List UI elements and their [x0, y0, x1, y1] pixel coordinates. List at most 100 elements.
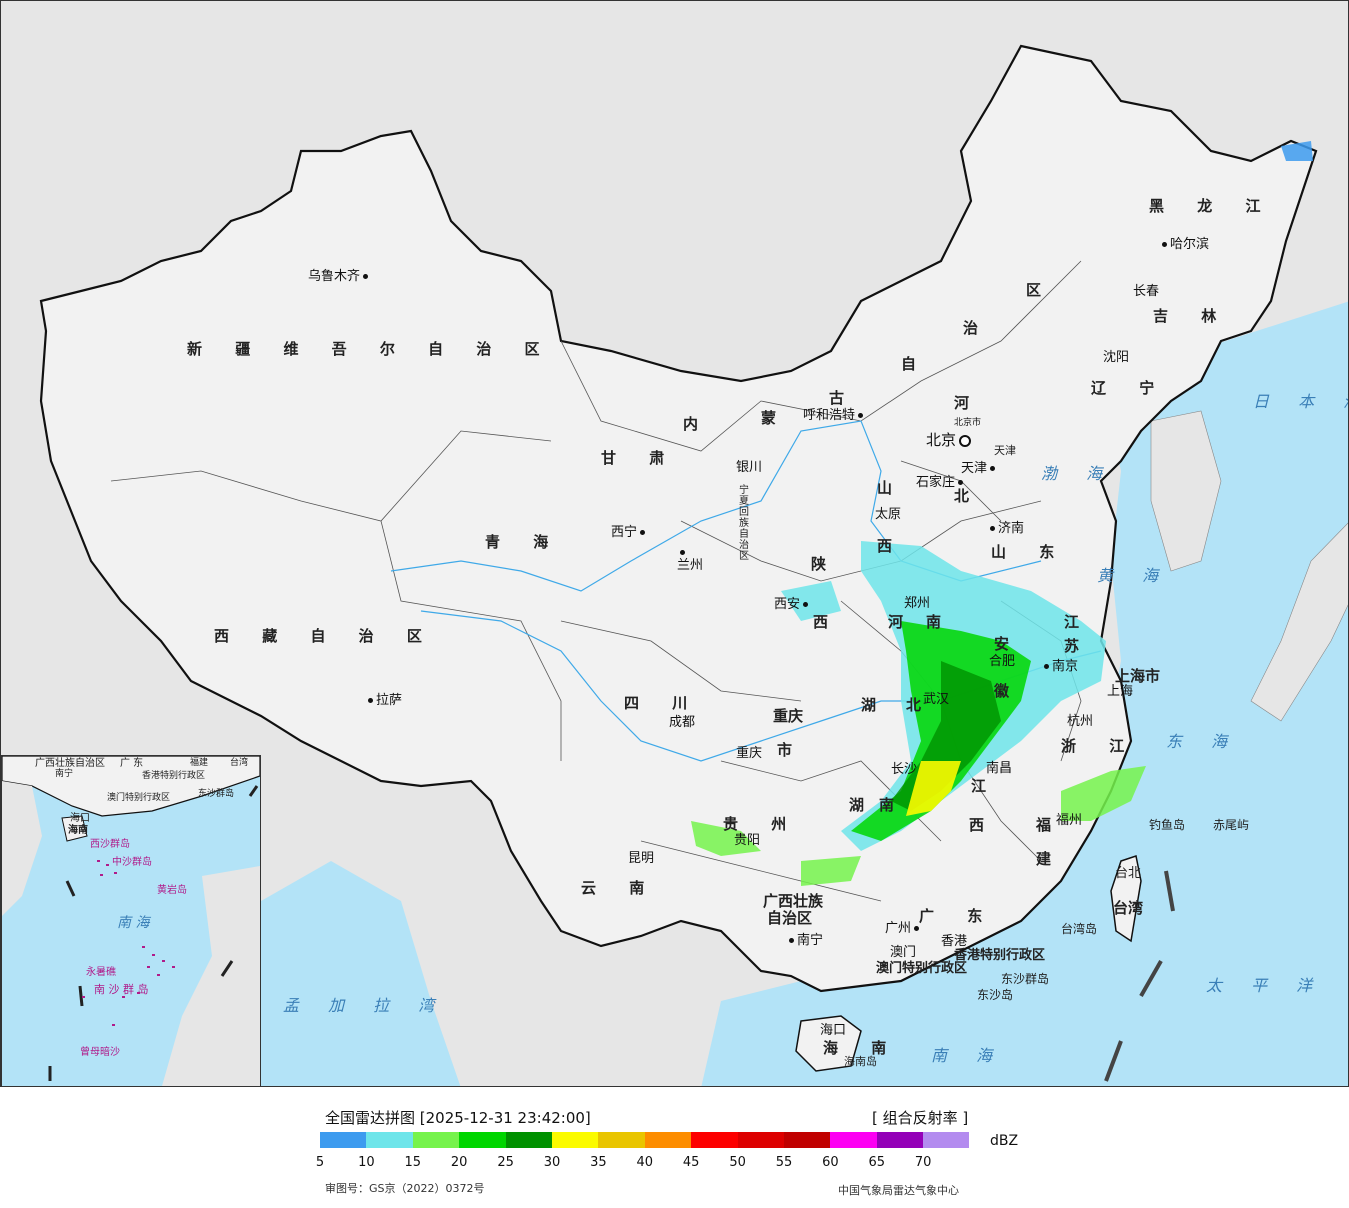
label-hainan-island: 海南岛 [844, 1055, 877, 1068]
legend-unit: dBZ [990, 1133, 1019, 1149]
city-fuzhou: 福州 [1056, 813, 1083, 828]
label-liaoning: 辽 宁 [1091, 379, 1169, 397]
label-guizhou: 贵 州 [723, 815, 801, 833]
city-wuhan: 武汉 [923, 692, 950, 707]
label-taiwan: 台湾 [1113, 899, 1144, 917]
label-hui-anhui: 徽 [994, 682, 1024, 700]
label-zhi: 治 [963, 319, 993, 337]
label-taibei: 台北 [1115, 866, 1142, 881]
label-an-anhui: 安 [994, 635, 1024, 653]
legend-product: [ 组合反射率 ] [872, 1109, 969, 1127]
label-bei-hebei: 北 [954, 487, 984, 505]
scale-tick-60: 60 [822, 1155, 839, 1170]
label-guangxi-1: 广西壮族 [763, 892, 824, 910]
label-jian-fujian: 建 [1036, 850, 1066, 868]
city-nanchang: 南昌 [986, 761, 1013, 776]
city-shijiazhuang: 石家庄 [916, 476, 966, 489]
label-shan-shanxi: 山 [877, 479, 907, 497]
city-beijing-shi: 北京市 [954, 418, 982, 428]
label-he-henan: 河 [888, 613, 918, 631]
scale-swatch-30 [551, 1132, 599, 1148]
city-nanjing: 南京 [1041, 660, 1078, 673]
scale-swatch-15 [412, 1132, 460, 1148]
label-bohai: 渤 海 [1041, 464, 1115, 483]
label-xi-shaanxi: 西 [813, 613, 843, 631]
scale-tick-20: 20 [450, 1155, 468, 1170]
label-fu-fujian: 福 [1036, 816, 1066, 834]
label-qinghai: 青 海 [485, 533, 563, 551]
label-nan-hunan: 南 [879, 796, 909, 814]
label-ningxia: 宁夏回族自治区 [739, 485, 749, 562]
label-nan-henan: 南 [926, 613, 956, 631]
city-changchun: 长春 [1133, 284, 1160, 299]
city-kunming: 昆明 [628, 851, 655, 866]
scale-swatch-70 [923, 1132, 970, 1148]
label-tianjin-shi: 天津 [994, 444, 1016, 457]
scale-swatch-55 [783, 1132, 831, 1148]
label-east-china-sea: 东 海 [1166, 732, 1240, 751]
scale-swatch-35 [598, 1132, 645, 1148]
label-heilongjiang: 黑 龙 江 [1149, 197, 1275, 215]
label-yunnan: 云 南 [581, 879, 659, 897]
inset-label-haikou: 海口 [70, 813, 90, 824]
city-urumqi: 乌鲁木齐 [308, 270, 371, 283]
label-sea-of-japan: 日 本 海 [1253, 392, 1348, 411]
label-pacific: 太 平 洋 [1206, 976, 1325, 995]
label-south-china-sea: 南 海 [931, 1046, 1005, 1065]
label-xinjiang: 新 疆 维 吾 尔 自 治 区 [187, 340, 554, 358]
scale-swatch-60 [830, 1132, 877, 1148]
city-hohhot: 呼和浩特 [803, 409, 866, 422]
label-xizang: 西 藏 自 治 区 [214, 627, 436, 645]
label-gansu: 甘 肃 [601, 449, 679, 467]
city-shanghai: 上海 [1107, 684, 1134, 699]
scale-swatch-5 [320, 1132, 367, 1148]
label-jiang-jiangsu: 江 [1064, 613, 1094, 631]
label-hainan: 海 南 [823, 1039, 901, 1057]
label-jiang-jiangxi: 江 [971, 777, 1001, 795]
korea-land [1150, 410, 1222, 572]
label-macau-sar: 澳门特别行政区 [876, 961, 968, 976]
scale-tick-40: 40 [636, 1155, 654, 1170]
city-hefei: 合肥 [989, 654, 1016, 669]
inset-label-yongshu: 永暑礁 [86, 967, 116, 978]
scale-swatch-20 [459, 1132, 506, 1148]
label-hk-sar: 香港特别行政区 [954, 948, 1046, 963]
label-sichuan: 四 川 [624, 694, 702, 712]
city-chongqing: 重庆 [736, 746, 763, 761]
label-jilin: 吉 林 [1153, 307, 1231, 325]
inset-label-nanning: 南宁 [55, 769, 74, 779]
color-scale-labels: 5 10 15 20 25 30 35 40 45 50 55 60 65 70 [0, 1155, 1349, 1171]
city-macau: 澳门 [890, 945, 917, 960]
scale-swatch-65 [876, 1132, 924, 1148]
city-nanning: 南宁 [786, 934, 823, 947]
city-xining: 西宁 [611, 526, 648, 539]
label-guangxi-2: 自治区 [767, 909, 813, 927]
city-chengdu: 成都 [669, 715, 696, 730]
legend-title: 全国雷达拼图 [2025-12-31 23:42:00] [325, 1109, 591, 1127]
scale-swatch-25 [505, 1132, 552, 1148]
city-harbin: 哈尔滨 [1159, 238, 1209, 251]
label-dongsha-dao: 东沙岛 [977, 988, 1014, 1002]
inset-canvas [2, 756, 260, 1086]
label-qu: 区 [1026, 281, 1056, 299]
inset-label-guangdong: 广 东 [120, 758, 144, 769]
maritime-lines [1104, 870, 1175, 1082]
radar-echoes [691, 141, 1313, 886]
map-canvas [39, 44, 1348, 1086]
label-taiwan-island: 台湾岛 [1061, 922, 1098, 936]
label-chongqing: 重庆 [773, 707, 804, 725]
south-china-sea-inset: 广西壮族自治区 广 东 福建 台湾 南宁 香港特别行政区 澳门特别行政区 东沙群… [1, 755, 261, 1086]
label-bei-hubei: 北 [906, 696, 936, 714]
scale-tick-70: 70 [914, 1155, 932, 1170]
label-chongqing-shi: 市 [777, 741, 793, 759]
inset-label-macau: 澳门特别行政区 [107, 793, 171, 803]
scale-tick-25: 25 [497, 1155, 514, 1170]
inset-label-dongsha: 东沙群岛 [198, 789, 235, 799]
label-xi-shanxi: 西 [877, 537, 907, 555]
city-yinchuan: 银川 [736, 460, 763, 475]
inset-label-guangxi: 广西壮族自治区 [35, 758, 105, 769]
label-hu-hubei: 湖 [861, 696, 891, 714]
city-xian: 西安 [774, 598, 811, 611]
scale-tick-35: 35 [590, 1155, 607, 1170]
agency-credit: 中国气象局雷达气象中心 [838, 1184, 959, 1197]
